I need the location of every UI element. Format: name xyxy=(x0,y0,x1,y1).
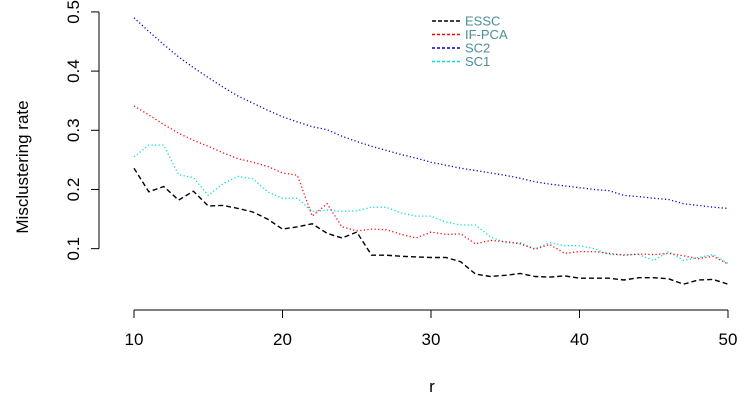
series-line-essc xyxy=(133,167,729,285)
y-tick-label: 0.2 xyxy=(64,178,83,202)
plot-lines xyxy=(133,17,729,285)
y-tick-label: 0.3 xyxy=(64,118,83,142)
series-line-if-pca xyxy=(133,105,729,265)
x-tick-label: 20 xyxy=(273,330,292,349)
x-tick-label: 30 xyxy=(422,330,441,349)
legend-label: SC1 xyxy=(465,54,490,69)
y-tick-label: 0.4 xyxy=(64,59,83,83)
x-axis-label: r xyxy=(429,377,435,396)
y-axis: 0.1 0.2 0.3 0.4 0.5 xyxy=(64,0,100,261)
x-tick-label: 10 xyxy=(125,330,144,349)
legend-label: SC2 xyxy=(465,41,490,56)
y-tick-label: 0.1 xyxy=(64,237,83,261)
x-tick-label: 50 xyxy=(719,330,738,349)
legend-label: ESSC xyxy=(465,14,500,29)
x-axis: 10 20 30 40 50 xyxy=(125,309,738,349)
y-axis-label: Misclustering rate xyxy=(13,100,32,233)
x-tick-label: 40 xyxy=(570,330,589,349)
legend-label: IF-PCA xyxy=(465,27,508,42)
series-line-sc2 xyxy=(133,17,729,210)
y-tick-label: 0.5 xyxy=(64,0,83,24)
